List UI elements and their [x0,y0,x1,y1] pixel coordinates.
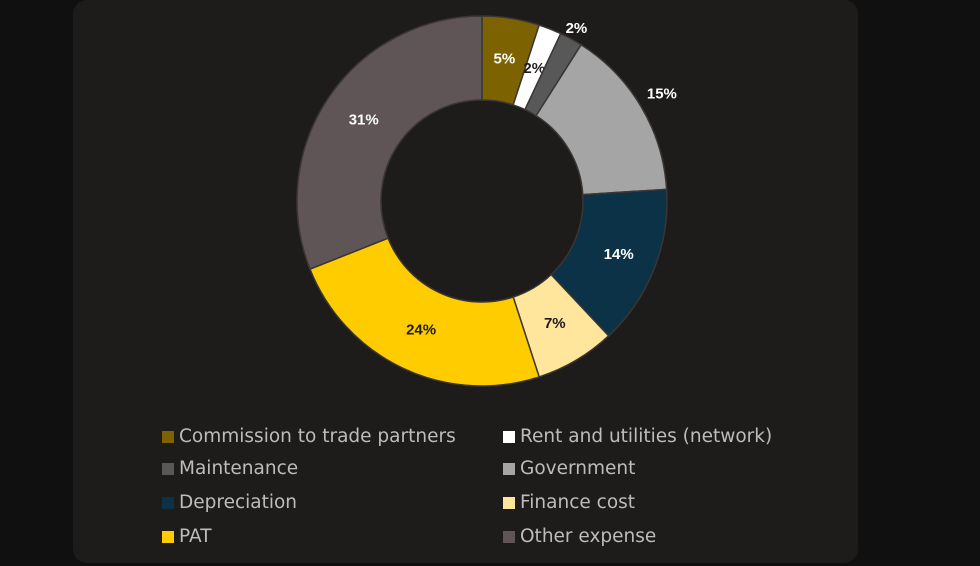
data-label: 24% [406,321,436,338]
legend-swatch [162,431,174,443]
legend-swatch [162,531,174,543]
legend-swatch [503,431,515,443]
data-label: 2% [566,20,588,37]
legend-swatch [503,531,515,543]
donut-slice [296,15,483,271]
legend-label: Rent and utilities (network) [520,426,772,447]
data-label: 14% [604,246,634,263]
legend-swatch [503,463,515,475]
data-label: 15% [647,86,677,103]
data-label: 31% [349,112,379,129]
legend-label: Government [520,458,635,479]
legend-label: Finance cost [520,492,635,513]
legend-label: Maintenance [179,458,298,479]
donut-slice [309,237,541,387]
data-label: 7% [544,315,566,332]
legend-swatch [162,463,174,475]
legend-label: Other expense [520,526,656,547]
data-label: 2% [523,60,545,77]
legend-swatch [162,497,174,509]
data-label: 5% [494,51,516,68]
legend-label: PAT [179,526,212,547]
legend-label: Commission to trade partners [179,426,456,447]
legend-label: Depreciation [179,492,297,513]
legend-swatch [503,497,515,509]
